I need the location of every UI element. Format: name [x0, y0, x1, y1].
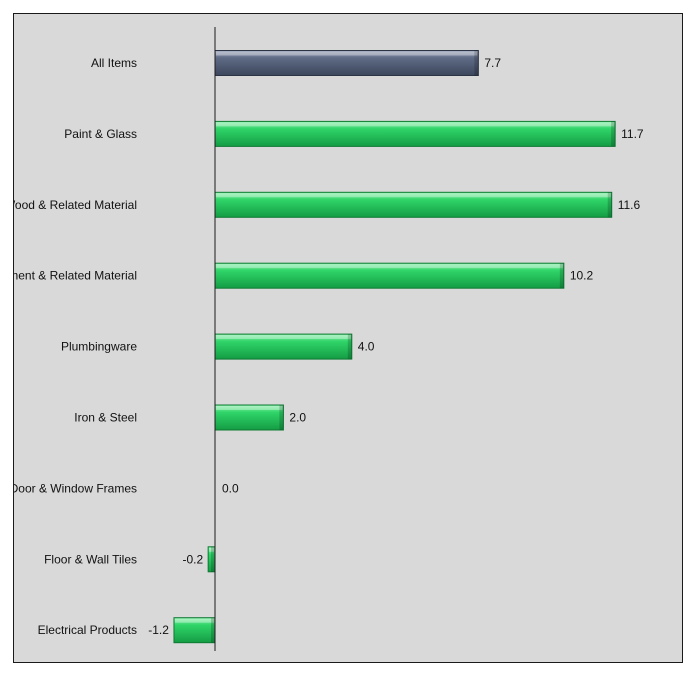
value-label: -1.2	[148, 623, 169, 637]
chart-frame: All Items 7.7 Paint & Glass 11.7 Wood & Rela…	[13, 13, 683, 663]
category-label: Wood & Related Material	[14, 198, 137, 212]
value-label: 7.7	[484, 56, 501, 70]
category-label: Plumbingware	[61, 340, 137, 354]
category-label: Iron & Steel	[74, 411, 137, 425]
bars-layer	[174, 51, 615, 643]
bar	[174, 618, 215, 643]
category-label: Floor & Wall Tiles	[44, 552, 137, 566]
bar-chart: All Items 7.7 Paint & Glass 11.7 Wood & Rela…	[14, 14, 683, 663]
category-label: Electrical Products	[38, 623, 137, 637]
bar	[215, 405, 283, 430]
value-label: 0.0	[222, 481, 239, 495]
bar	[215, 192, 612, 217]
bar	[215, 51, 478, 76]
category-label: Cement & Related Material	[14, 269, 137, 283]
value-label: 11.6	[618, 198, 641, 212]
value-label: 4.0	[358, 340, 375, 354]
category-label: Paint & Glass	[64, 127, 137, 141]
value-label: 11.7	[621, 127, 644, 141]
category-label: All Items	[91, 56, 137, 70]
value-label: 2.0	[289, 411, 306, 425]
bar	[215, 121, 615, 146]
bar	[215, 334, 352, 359]
bar	[215, 263, 564, 288]
value-label: -0.2	[182, 552, 203, 566]
category-label: Door & Window Frames	[14, 481, 137, 495]
value-label: 10.2	[570, 269, 594, 283]
bar	[208, 547, 215, 572]
